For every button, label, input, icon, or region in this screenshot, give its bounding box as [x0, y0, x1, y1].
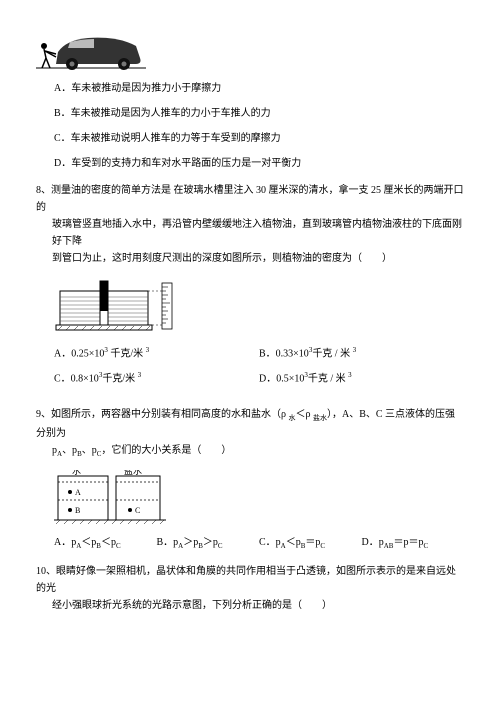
q9-options: A．pA＜pB＜pC B．pA＞pB＞pC C．pA＜pB＝pC D．pAB＝p… [54, 534, 464, 553]
q8-c-text: C．0.8×10 [54, 374, 99, 385]
q9-option-b: B．pA＞pB＞pC [157, 534, 260, 553]
q9-l1a: 9、如图所示，两容器中分别装有相同高度的水和盐水（ρ [36, 409, 289, 420]
q8-a-text: A．0.25×10 [54, 348, 104, 359]
q9c3: ＝p [305, 537, 320, 548]
q8-d-unit: 千克 / 米 [308, 374, 348, 385]
car-svg [36, 24, 146, 70]
q9a3: ＜p [101, 537, 116, 548]
q9d1: D．p [362, 537, 384, 548]
q9a1: A．p [54, 537, 76, 548]
q8-figure [54, 277, 464, 337]
svg-text:B: B [75, 506, 80, 515]
q9d3: ＝p [408, 537, 423, 548]
q8-b-unit: 千克 / 米 [312, 348, 352, 359]
q8-option-d: D．0.5×103千克 / 米 3 [259, 370, 464, 387]
q8-line3: 到管口为止，这时用刻度尺测出的深度如图所示，则植物油的密度为（ ） [36, 250, 464, 267]
q8-option-b: B．0.33×103千克 / 米 3 [259, 345, 464, 362]
q9-l2c: 、p [82, 445, 97, 456]
q10-line1: 10、眼睛好像一架照相机，晶状体和角膜的共同作用相当于凸透镜，如图所示表示的是来… [36, 563, 464, 597]
q7-option-b: B．车未被推动是因为人推车的力小于车推人的力 [54, 105, 464, 122]
q9d-sc: C [423, 542, 428, 550]
q9-option-c: C．pA＜pB＝pC [259, 534, 362, 553]
q8-stem: 8、测量油的密度的简单方法是 在玻璃水槽里注入 30 厘米深的清水，拿一支 25… [36, 182, 464, 267]
q9-sub-water: 水 [289, 414, 296, 422]
q9-option-d: D．pAB＝p＝pC [362, 534, 465, 553]
q8-option-a: A．0.25×103 千克/米 3 [54, 345, 259, 362]
q9-sub-salt: 盐水 [313, 414, 327, 422]
q8-b-cube: 3 [353, 346, 357, 354]
q9-line2: pA、pB、pC，它们的大小关系是（ ） [36, 442, 464, 461]
q9-l1b: ＜ρ [296, 409, 314, 420]
q9d2: ＝p [393, 537, 408, 548]
tank-svg [54, 277, 194, 337]
svg-text:C: C [135, 506, 140, 515]
q9c2: ＜p [286, 537, 301, 548]
q8-line1: 8、测量油的密度的简单方法是 在玻璃水槽里注入 30 厘米深的清水，拿一支 25… [36, 182, 464, 216]
q8-options: A．0.25×103 千克/米 3 B．0.33×103千克 / 米 3 C．0… [54, 345, 464, 396]
q10-line2: 经小强眼球折光系统的光路示意图，下列分析正确的是（ ） [36, 597, 464, 614]
q8-d-cube: 3 [348, 371, 352, 379]
q9b3: ＞p [203, 537, 218, 548]
q7-option-d: D．车受到的支持力和车对水平路面的压力是一对平衡力 [54, 155, 464, 172]
q9-option-a: A．pA＜pB＜pC [54, 534, 157, 553]
q9-l2d: ，它们的大小关系是（ ） [101, 445, 231, 456]
q9a2: ＜p [81, 537, 96, 548]
q7-option-a: A．车未被推动是因为推力小于摩擦力 [54, 80, 464, 97]
q8-c-cube: 3 [138, 371, 142, 379]
q7-figure [36, 24, 464, 70]
q8-b-text: B．0.33×10 [259, 348, 309, 359]
q9-figure: 水 A B 盐水 C [54, 470, 464, 526]
q8-a-unit: 千克/米 [108, 348, 146, 359]
q8-option-c: C．0.8×103千克/米 3 [54, 370, 259, 387]
q9-stem: 9、如图所示，两容器中分别装有相同高度的水和盐水（ρ 水＜ρ 盐水），A、B、C… [36, 406, 464, 461]
q7-option-c: C．车未被推动说明人推车的力等于车受到的摩擦力 [54, 130, 464, 147]
q9c-sc: C [320, 542, 325, 550]
q9b1: B．p [157, 537, 179, 548]
q8-c-unit: 千克/米 [102, 374, 137, 385]
svg-text:A: A [75, 488, 81, 497]
q9c1: C．p [259, 537, 281, 548]
q8-d-text: D．0.5×10 [259, 374, 304, 385]
q9-l2b: 、p [62, 445, 77, 456]
containers-svg: 水 A B 盐水 C [54, 470, 174, 526]
q9b-sc: C [218, 542, 223, 550]
label-water: 水 [72, 470, 81, 476]
q9a-sc: C [116, 542, 121, 550]
q9b2: ＞p [183, 537, 198, 548]
label-salt: 盐水 [124, 470, 142, 476]
q8-line2: 玻璃管竖直地插入水中，再沿管内壁缓缓地注入植物油，直到玻璃管内植物油液柱的下底面… [36, 216, 464, 250]
q10-stem: 10、眼睛好像一架照相机，晶状体和角膜的共同作用相当于凸透镜，如图所示表示的是来… [36, 563, 464, 614]
q9-line1: 9、如图所示，两容器中分别装有相同高度的水和盐水（ρ 水＜ρ 盐水），A、B、C… [36, 406, 464, 442]
q8-a-cube: 3 [146, 346, 150, 354]
